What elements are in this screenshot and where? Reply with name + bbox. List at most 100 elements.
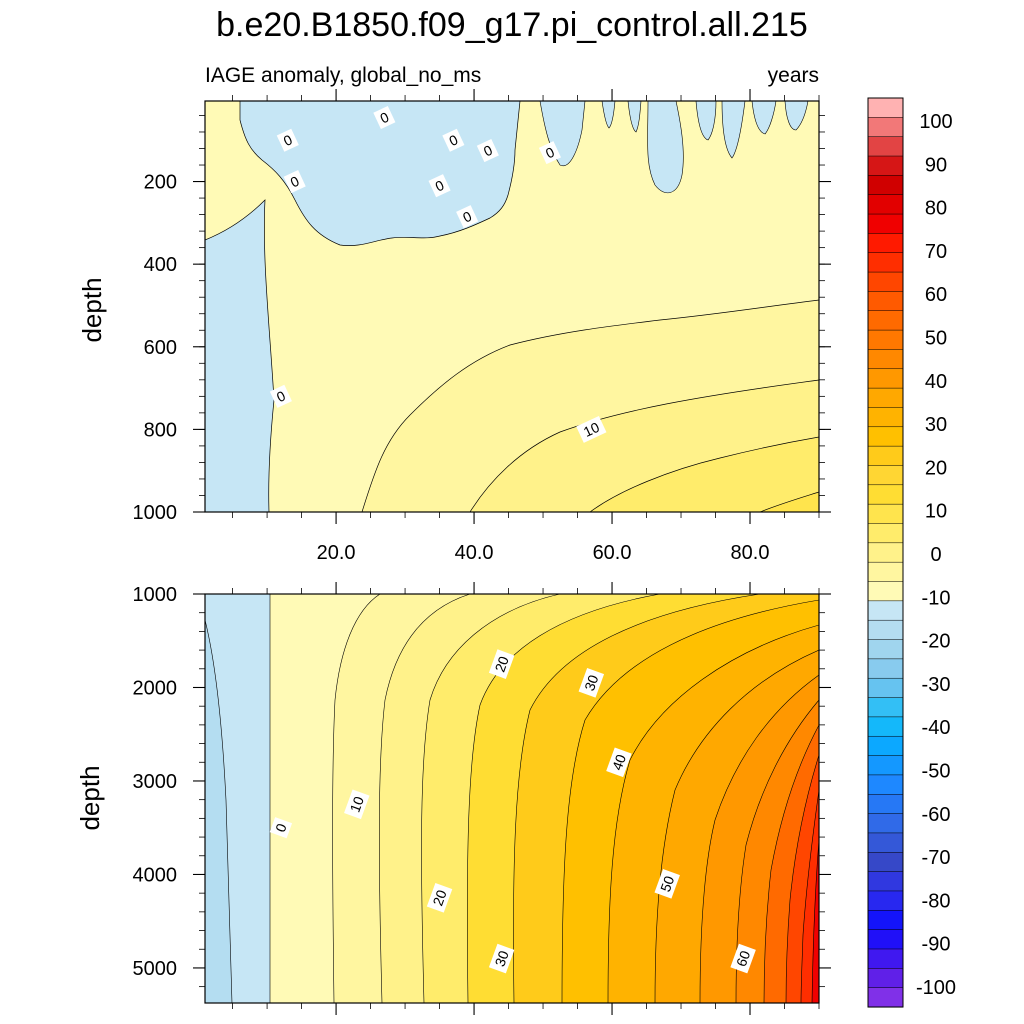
- colorbar-label: -20: [922, 631, 951, 653]
- contour-label-bg: [276, 128, 299, 152]
- contour-label: 0: [442, 128, 465, 152]
- colorbar-label: -10: [922, 587, 951, 609]
- colorbar-swatch: [867, 329, 904, 350]
- colorbar-label: -90: [922, 934, 951, 956]
- colorbar-swatch: [867, 755, 904, 776]
- upper-neg-finger-6: [721, 101, 746, 159]
- colorbar-label: 30: [925, 414, 947, 436]
- contour-label-bg: [269, 817, 293, 839]
- contour-label: 60: [730, 943, 756, 974]
- contour-label-text: 20: [429, 888, 449, 908]
- contour-label-bg: [488, 943, 515, 974]
- colorbar-swatch: [867, 426, 904, 447]
- contour-label-bg: [269, 384, 292, 408]
- colorbar-swatch: [867, 600, 904, 621]
- right-subtitle: years: [768, 64, 819, 87]
- colorbar-label: -80: [922, 890, 951, 912]
- contour-label-bg: [578, 667, 605, 698]
- colorbar-swatch: [867, 155, 904, 176]
- colorbar-swatch: [867, 658, 904, 679]
- y-tick-label: 2000: [133, 677, 178, 699]
- contour-label-bg: [442, 128, 465, 152]
- upper-neg-finger-1: [539, 101, 586, 167]
- colorbar-swatch: [867, 252, 904, 273]
- colorbar-swatch: [867, 794, 904, 815]
- colorbar-swatch: [867, 523, 904, 544]
- y-tick-label: 800: [144, 419, 177, 441]
- y-tick-label: 600: [144, 337, 177, 359]
- colorbar-swatch: [867, 677, 904, 699]
- contour-label-bg: [456, 205, 479, 229]
- colorbar-swatch: [867, 368, 904, 389]
- colorbar-label: 0: [930, 544, 941, 566]
- upper-neg-finger-5: [695, 101, 717, 141]
- contour-label: 0: [456, 205, 479, 229]
- upper-plot-frame: [204, 100, 820, 513]
- contour-label-text: 50: [657, 874, 677, 894]
- lower-neg-inner: [205, 619, 233, 1003]
- colorbar-swatch: [867, 871, 904, 892]
- contour-label-text: 40: [609, 752, 629, 772]
- contour-label: 20: [488, 649, 515, 679]
- colorbar-label: 20: [925, 457, 947, 479]
- colorbar-label: 90: [925, 154, 947, 176]
- contour-label-bg: [606, 747, 632, 778]
- x-tick-label: 40.0: [455, 542, 494, 564]
- y-tick-label: 1000: [133, 502, 178, 524]
- colorbar-label: -60: [922, 804, 951, 826]
- colorbar-label: -30: [922, 674, 951, 696]
- y-tick-label: 4000: [133, 864, 178, 886]
- upper-neg-finger-3: [627, 101, 642, 133]
- colorbar-swatch: [867, 968, 904, 989]
- colorbar-swatch: [867, 194, 904, 215]
- upper-neg-finger-7: [751, 101, 777, 135]
- contour-label: 0: [269, 384, 292, 408]
- colorbar-swatch: [867, 910, 904, 931]
- colorbar-swatch: [867, 852, 904, 873]
- upper-band-15-20: [589, 436, 819, 512]
- contour-label: 30: [578, 667, 605, 698]
- colorbar-swatch: [867, 291, 904, 312]
- contour-label: 10: [576, 415, 607, 443]
- colorbar-swatch: [867, 271, 904, 292]
- contour-label-bg: [428, 174, 451, 198]
- contour-label: 50: [654, 868, 680, 899]
- upper-ylabel: depth: [77, 277, 107, 342]
- contour-label: 0: [283, 170, 306, 194]
- colorbar-label: -100: [916, 977, 956, 999]
- colorbar-swatch: [867, 639, 904, 660]
- colorbar-swatch: [867, 561, 904, 583]
- colorbar-swatch: [867, 310, 904, 331]
- contour-label: 0: [538, 141, 561, 165]
- y-tick-label: 1000: [133, 584, 178, 606]
- contour-label: 40: [606, 747, 632, 778]
- contour-label-text: 20: [491, 654, 511, 674]
- contour-label: 30: [488, 943, 515, 974]
- upper-neg-finger-4: [647, 101, 684, 194]
- contour-label: 20: [426, 883, 453, 913]
- colorbar-swatch: [867, 890, 904, 911]
- x-tick-label: 80.0: [731, 542, 770, 564]
- colorbar-swatch: [867, 175, 904, 196]
- contour-label: 0: [276, 128, 299, 152]
- contour-label-text: 30: [581, 673, 601, 693]
- colorbar-frame: [867, 97, 904, 1008]
- colorbar-swatch: [867, 117, 904, 138]
- figure-title: b.e20.B1850.f09_g17.pi_control.all.215: [216, 6, 808, 44]
- colorbar-label: 40: [925, 371, 947, 393]
- contour-label-text: 10: [347, 794, 367, 814]
- upper-band-20-25: [759, 491, 819, 512]
- upper-filled-contours: [205, 101, 819, 512]
- colorbar-label: 60: [925, 284, 947, 306]
- lower-filled-contours: [205, 594, 819, 1003]
- contour-label-bg: [654, 868, 680, 899]
- upper-neg-finger-2: [601, 101, 616, 129]
- colorbar-swatch: [867, 987, 904, 1008]
- colorbar-swatch: [867, 832, 904, 853]
- colorbar-swatch: [867, 136, 904, 157]
- x-tick-label: 20.0: [317, 542, 356, 564]
- colorbar-label: -70: [922, 847, 951, 869]
